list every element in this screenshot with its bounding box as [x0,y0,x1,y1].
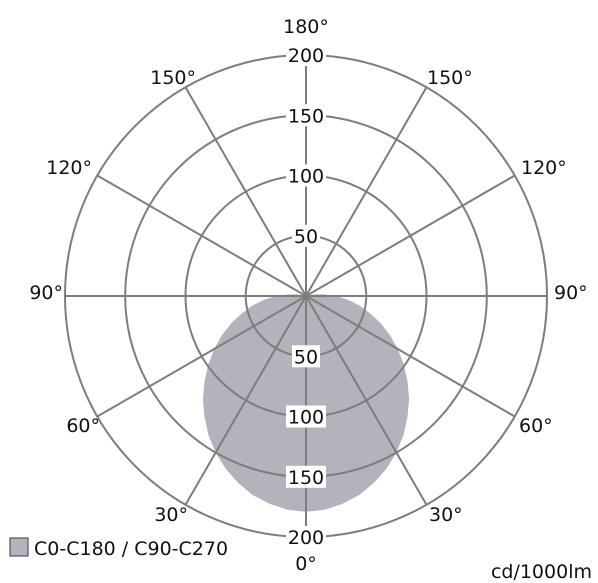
radial-tick-label: 100 [288,407,324,429]
angle-label: 60° [519,415,553,437]
angle-label: 30° [154,504,188,526]
spoke-60 [305,295,516,418]
spoke-150 [305,86,428,297]
radial-label-bg [292,224,320,247]
angle-labels: 180° 150° 120° 90° 60° 30° 0° 150° 120° 90° 60° 30° [29,16,587,575]
radial-label-bg [286,164,326,187]
spoke-120 [305,174,516,297]
radial-tick-label: 150 [288,467,324,489]
radial-tick-label: 200 [288,527,324,549]
spoke-30 [305,295,428,506]
angle-label: 120° [46,157,92,179]
angle-label: 150° [427,67,473,89]
radial-label-bg [286,405,326,428]
legend: C0-C180 / C90-C270 [9,537,228,560]
radial-tick-labels: 50 50 100 100 150 150 200 200 [286,44,326,549]
angle-label: 90° [554,282,588,304]
legend-swatch [9,537,29,557]
radial-label-bg [286,465,326,488]
unit-label: cd/1000lm [491,561,592,583]
radial-label-bg [292,345,320,368]
legend-label: C0-C180 / C90-C270 [34,538,228,560]
angle-label: 150° [150,67,196,89]
radial-label-bg [286,44,326,66]
radial-tick-label: 150 [288,105,324,127]
angle-label: 90° [29,282,63,304]
radial-tick-label: 50 [294,226,318,248]
radial-label-bg [286,104,326,127]
spoke-210 [184,86,307,297]
radial-label-bg [286,526,326,548]
angle-label: 180° [283,16,329,38]
radial-tick-label: 50 [294,346,318,368]
spoke-300 [96,295,307,418]
radial-tick-label: 200 [288,45,324,67]
spoke-330 [184,295,307,506]
angle-label: 120° [521,157,567,179]
angle-label: 30° [429,504,463,526]
angle-label: 0° [295,553,317,575]
spoke-240 [96,174,307,297]
radial-tick-label: 100 [288,166,324,188]
angle-label: 60° [66,415,100,437]
